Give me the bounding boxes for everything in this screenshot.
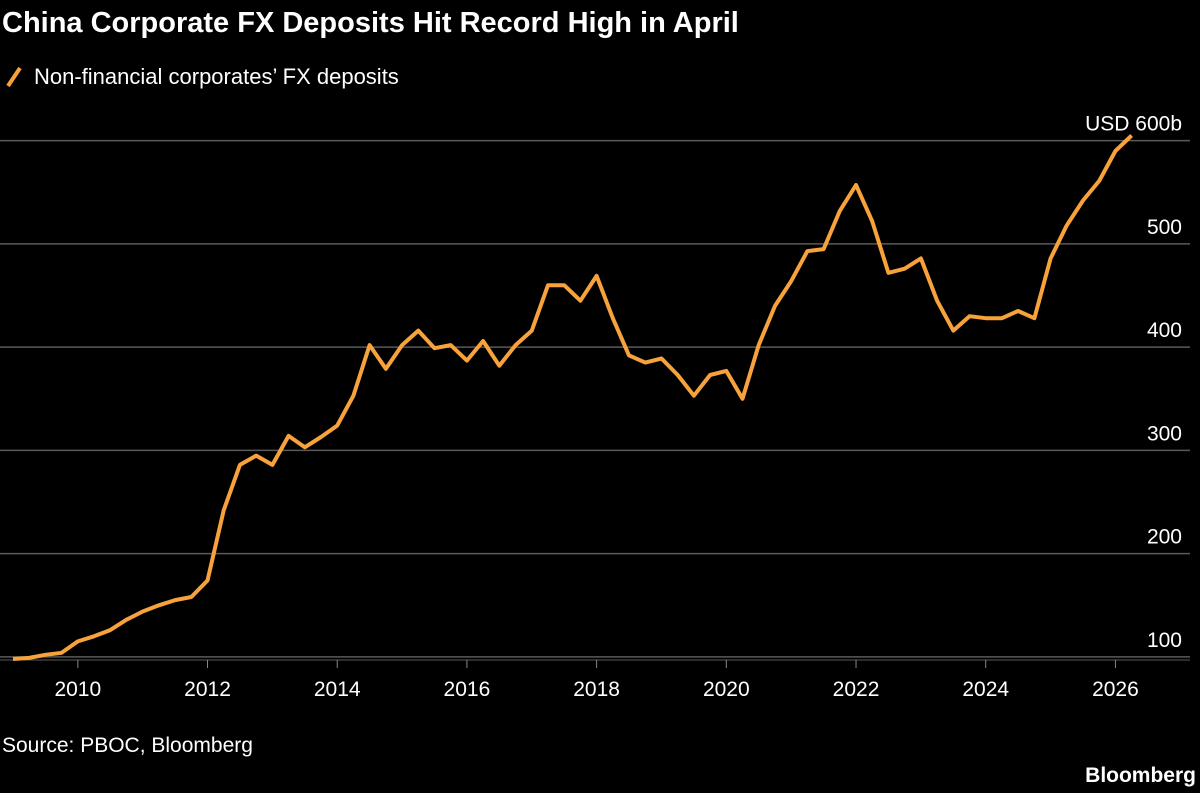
x-tick-label: 2024 [962,678,1009,701]
x-tick-label: 2010 [54,678,101,701]
y-tick-label: 100 [1147,629,1182,652]
x-tick-label: 2020 [703,678,750,701]
x-tick-label: 2014 [314,678,361,701]
x-tick-label: 2022 [833,678,880,701]
y-tick-label: 500 [1147,216,1182,239]
legend-label: Non-financial corporates’ FX deposits [34,64,399,89]
y-tick-label: 200 [1147,526,1182,549]
x-tick-label: 2016 [444,678,491,701]
y-tick-label: USD 600b [1085,113,1182,136]
chart-title: China Corporate FX Deposits Hit Record H… [2,7,739,39]
x-tick-label: 2012 [184,678,231,701]
data-line [12,134,1133,661]
y-tick-label: 300 [1147,422,1182,445]
source-note: Source: PBOC, Bloomberg [2,734,253,757]
x-tick-label: 2026 [1092,678,1139,701]
y-tick-label: 400 [1147,319,1182,342]
brand: Bloomberg [1085,764,1196,787]
x-tick-label: 2018 [573,678,620,701]
legend-swatch [6,66,22,88]
